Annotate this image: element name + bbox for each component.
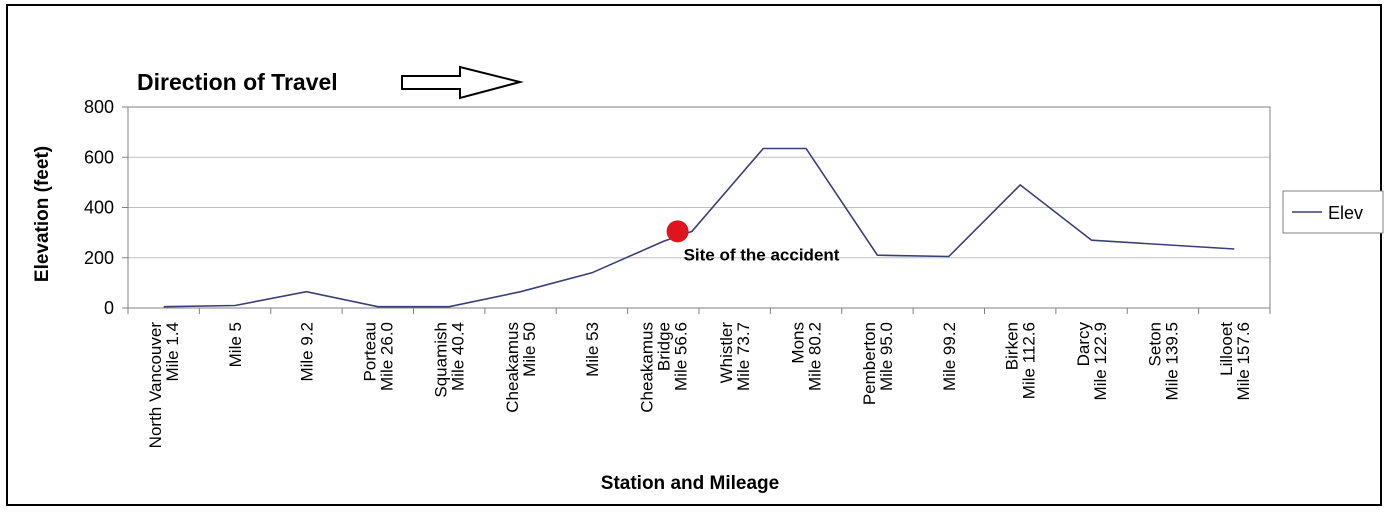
x-tick-label: Pemberton bbox=[860, 322, 879, 405]
x-tick-label: Mile 26.0 bbox=[377, 322, 396, 391]
x-tick-label: Mile 5 bbox=[226, 322, 245, 367]
x-tick-label: Mile 99.2 bbox=[940, 322, 959, 391]
direction-arrow-icon bbox=[401, 65, 524, 100]
accident-site-label: Site of the accident bbox=[684, 245, 840, 264]
y-tick-label: 800 bbox=[84, 97, 114, 117]
y-tick-label: 400 bbox=[84, 198, 114, 218]
y-axis-ticks: 0 200 400 600 800 bbox=[84, 97, 128, 318]
x-axis-title: Station and Mileage bbox=[601, 473, 779, 494]
x-tick-label: Mile 122.9 bbox=[1091, 322, 1110, 400]
x-tick-label: Mile 95.0 bbox=[877, 322, 896, 391]
x-tick-label: Mile 157.6 bbox=[1234, 322, 1253, 400]
x-tick-label: Mons bbox=[789, 322, 808, 364]
annotation-layer: Site of the accident bbox=[666, 220, 840, 264]
y-tick-label: 600 bbox=[84, 147, 114, 167]
chart-frame bbox=[6, 4, 1382, 506]
x-tick-label: Darcy bbox=[1074, 322, 1093, 367]
x-tick-label: Cheakamus bbox=[637, 322, 656, 413]
x-tick-label: Mile 139.5 bbox=[1162, 322, 1181, 400]
legend-label-elev: Elev bbox=[1328, 203, 1363, 223]
y-tick-label: 0 bbox=[104, 298, 114, 318]
series-line-elev bbox=[163, 147, 1235, 308]
x-tick-label: Mile 40.4 bbox=[449, 322, 468, 391]
x-tick-label: Mile 9.2 bbox=[297, 322, 316, 382]
x-tick-label: Mile 80.2 bbox=[806, 322, 825, 391]
x-tick-label: Birken bbox=[1003, 322, 1022, 370]
x-tick-label: Mile 50 bbox=[520, 322, 539, 377]
x-tick-label: North Vancouver bbox=[146, 322, 165, 449]
x-tick-label: Cheakamus bbox=[503, 322, 522, 413]
x-tick-label: Whistler bbox=[717, 322, 736, 384]
y-axis-title: Elevation (feet) bbox=[32, 146, 53, 282]
x-tick-label: Bridge bbox=[654, 322, 673, 371]
grid-lines bbox=[128, 106, 1270, 259]
direction-of-travel-label: Direction of Travel bbox=[137, 69, 338, 95]
x-tick-label: Mile 53 bbox=[583, 322, 602, 377]
y-tick-label: 200 bbox=[84, 248, 114, 268]
x-tick-label: Porteau bbox=[360, 322, 379, 382]
x-tick-label: Mile 56.6 bbox=[671, 322, 690, 391]
x-tick-label: Lillooet bbox=[1217, 322, 1236, 376]
x-tick-label: Squamish bbox=[432, 322, 451, 398]
x-tick-label: Mile 73.7 bbox=[734, 322, 753, 391]
x-tick-label: Mile 1.4 bbox=[163, 322, 182, 382]
series-layer bbox=[163, 147, 1235, 308]
x-tick-label: Mile 112.6 bbox=[1020, 322, 1039, 399]
x-tick-label: Seton bbox=[1145, 322, 1164, 366]
accident-site-marker bbox=[666, 220, 689, 243]
